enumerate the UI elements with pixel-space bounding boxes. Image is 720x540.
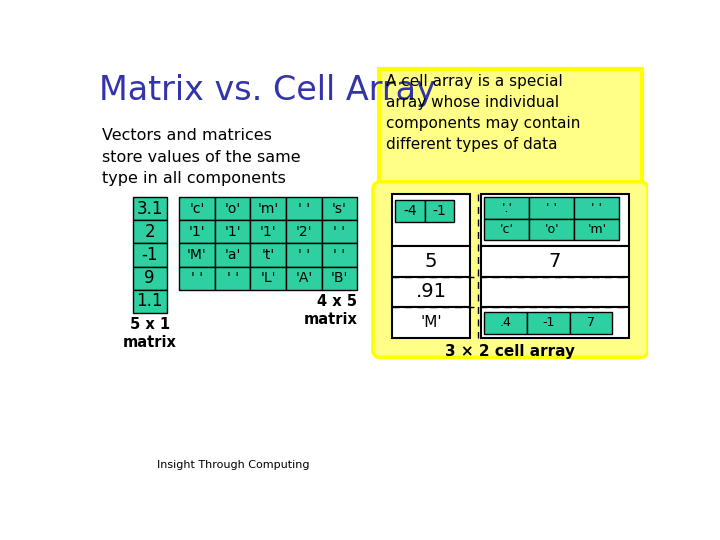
Text: ' ': ' ' xyxy=(591,201,603,214)
Text: 1.1: 1.1 xyxy=(136,292,163,310)
Text: 5 x 1
matrix: 5 x 1 matrix xyxy=(122,318,176,350)
Text: 7: 7 xyxy=(549,252,561,271)
Bar xyxy=(529,219,575,240)
Text: 4 x 5
matrix: 4 x 5 matrix xyxy=(304,294,357,327)
Text: 'c': 'c' xyxy=(500,223,514,236)
Text: '2': '2' xyxy=(296,225,312,239)
Text: ' ': ' ' xyxy=(298,248,310,262)
Bar xyxy=(251,197,286,220)
Text: '1': '1' xyxy=(189,225,205,239)
Bar xyxy=(286,197,322,220)
Bar xyxy=(179,197,215,220)
Text: 'a': 'a' xyxy=(225,248,240,262)
Text: 7: 7 xyxy=(587,316,595,329)
Bar xyxy=(179,244,215,267)
Bar xyxy=(482,307,629,338)
Bar xyxy=(286,267,322,289)
FancyBboxPatch shape xyxy=(379,70,642,182)
Bar xyxy=(485,312,527,334)
Bar xyxy=(322,267,357,289)
Bar xyxy=(215,220,251,244)
Bar xyxy=(215,197,251,220)
Text: Insight Through Computing: Insight Through Computing xyxy=(157,460,310,470)
Bar xyxy=(132,197,167,220)
Text: 9: 9 xyxy=(145,269,155,287)
Bar xyxy=(485,197,529,219)
Text: 'M': 'M' xyxy=(420,315,442,330)
Bar xyxy=(392,276,469,307)
Bar xyxy=(286,244,322,267)
Text: 't': 't' xyxy=(261,248,275,262)
Text: .4: .4 xyxy=(500,316,512,329)
Text: '.': '.' xyxy=(501,201,513,214)
Text: Vectors and matrices
store values of the same
type in all components: Vectors and matrices store values of the… xyxy=(102,128,300,186)
Text: '1': '1' xyxy=(225,225,241,239)
Bar xyxy=(570,312,612,334)
Text: -1: -1 xyxy=(542,316,554,329)
Text: '1': '1' xyxy=(260,225,276,239)
Text: ' ': ' ' xyxy=(546,201,557,214)
Bar xyxy=(215,267,251,289)
Bar xyxy=(425,200,454,222)
Bar xyxy=(215,244,251,267)
Text: 's': 's' xyxy=(332,202,347,216)
Text: ' ': ' ' xyxy=(227,271,238,285)
Bar xyxy=(322,197,357,220)
Bar xyxy=(529,197,575,219)
Text: 3.1: 3.1 xyxy=(136,200,163,218)
Bar xyxy=(179,220,215,244)
Text: ' ': ' ' xyxy=(191,271,203,285)
Text: A cell array is a special
array whose individual
components may contain
differen: A cell array is a special array whose in… xyxy=(386,74,580,152)
Bar xyxy=(392,307,469,338)
Bar xyxy=(482,194,629,246)
Bar xyxy=(179,267,215,289)
Bar xyxy=(251,244,286,267)
Text: .91: .91 xyxy=(415,282,446,301)
Bar xyxy=(482,246,629,276)
Bar xyxy=(395,200,425,222)
Text: -4: -4 xyxy=(403,204,417,218)
Text: ' ': ' ' xyxy=(298,202,310,216)
Text: 'L': 'L' xyxy=(261,271,276,285)
Text: -1: -1 xyxy=(141,246,158,264)
FancyBboxPatch shape xyxy=(373,182,648,357)
Text: 'A': 'A' xyxy=(295,271,312,285)
Text: ' ': ' ' xyxy=(333,225,346,239)
Text: Matrix vs. Cell Array: Matrix vs. Cell Array xyxy=(99,74,436,107)
Text: 3 × 2 cell array: 3 × 2 cell array xyxy=(446,345,575,359)
Bar xyxy=(132,244,167,267)
Text: 'o': 'o' xyxy=(225,202,240,216)
Bar xyxy=(132,289,167,313)
Text: ' ': ' ' xyxy=(333,248,346,262)
Bar xyxy=(322,244,357,267)
Bar xyxy=(575,219,619,240)
Text: 'o': 'o' xyxy=(544,223,559,236)
Bar xyxy=(132,220,167,244)
Text: 5: 5 xyxy=(425,252,437,271)
Text: 2: 2 xyxy=(145,223,155,241)
Text: -1: -1 xyxy=(433,204,446,218)
Bar xyxy=(485,219,529,240)
Bar xyxy=(286,220,322,244)
Bar xyxy=(132,267,167,289)
Text: 'm': 'm' xyxy=(258,202,279,216)
Bar xyxy=(527,312,570,334)
Bar xyxy=(575,197,619,219)
Bar xyxy=(322,220,357,244)
Bar xyxy=(251,220,286,244)
Bar xyxy=(392,246,469,276)
Bar xyxy=(482,276,629,307)
Text: 'c': 'c' xyxy=(189,202,204,216)
Text: 'm': 'm' xyxy=(588,223,606,236)
Text: 'B': 'B' xyxy=(331,271,348,285)
Text: 'M': 'M' xyxy=(187,248,207,262)
Bar xyxy=(251,267,286,289)
Bar xyxy=(392,194,469,246)
